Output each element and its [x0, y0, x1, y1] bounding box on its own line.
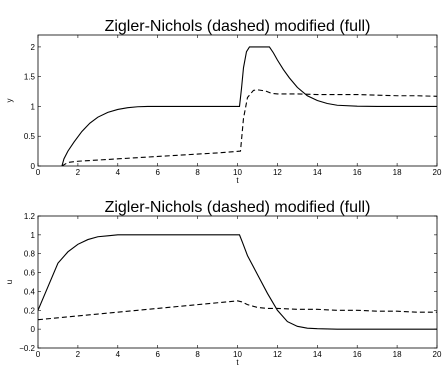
y-tick-label: 0 — [31, 325, 36, 334]
y-tick-label: 1.5 — [24, 73, 36, 82]
x-tick-label: 16 — [353, 350, 362, 359]
plot-frame — [37, 215, 438, 349]
y-tick-label: 0.4 — [24, 287, 36, 296]
series-line-full — [38, 234, 437, 330]
x-tick-label: 14 — [313, 350, 322, 359]
plot-frame — [37, 34, 438, 167]
chart-top-y: Zigler-Nichols (dashed) modified (full) 0… — [5, 18, 442, 185]
x-tick-label: 20 — [433, 350, 442, 359]
x-tick-label: 18 — [393, 168, 402, 177]
x-axis-label: t — [236, 358, 239, 367]
y-axis-label: y — [5, 99, 14, 103]
series-line-full — [61, 46, 437, 166]
x-axis-label: t — [236, 176, 239, 185]
x-tick-label: 8 — [195, 350, 200, 359]
y-tick-label: 1 — [31, 102, 36, 111]
y-axis-label: u — [5, 280, 14, 284]
y-tick-label: 1.2 — [24, 212, 36, 221]
x-tick-label: 18 — [393, 350, 402, 359]
series-line-dashed — [38, 300, 437, 321]
y-tick-label: 0.6 — [24, 269, 36, 278]
x-tick-label: 4 — [116, 168, 121, 177]
x-tick-label: 2 — [76, 350, 81, 359]
series-line-dashed — [61, 89, 437, 166]
x-tick-label: 16 — [353, 168, 362, 177]
y-tick-label: 0.2 — [24, 306, 36, 315]
chart-title: Zigler-Nichols (dashed) modified (full) — [105, 18, 371, 35]
x-tick-label: 4 — [116, 350, 121, 359]
x-tick-label: 12 — [273, 168, 282, 177]
x-tick-label: 2 — [76, 168, 81, 177]
x-tick-label: 0 — [36, 168, 41, 177]
chart-title: Zigler-Nichols (dashed) modified (full) — [105, 199, 371, 216]
x-tick-label: 6 — [155, 350, 160, 359]
x-tick-label: 8 — [195, 168, 200, 177]
x-tick-label: 10 — [233, 350, 242, 359]
y-tick-label: −0.2 — [19, 344, 35, 353]
y-tick-label: 0.5 — [24, 132, 36, 141]
chart-bottom-u: Zigler-Nichols (dashed) modified (full) 0… — [5, 199, 442, 367]
x-tick-label: 14 — [313, 168, 322, 177]
y-tick-label: 1 — [31, 231, 36, 240]
y-tick-label: 0.8 — [24, 250, 36, 259]
y-tick-label: 0 — [31, 162, 36, 171]
x-tick-label: 10 — [233, 168, 242, 177]
x-tick-label: 6 — [155, 168, 160, 177]
x-tick-label: 20 — [433, 168, 442, 177]
x-tick-label: 0 — [36, 350, 41, 359]
x-tick-label: 12 — [273, 350, 282, 359]
y-tick-label: 2 — [31, 43, 36, 52]
